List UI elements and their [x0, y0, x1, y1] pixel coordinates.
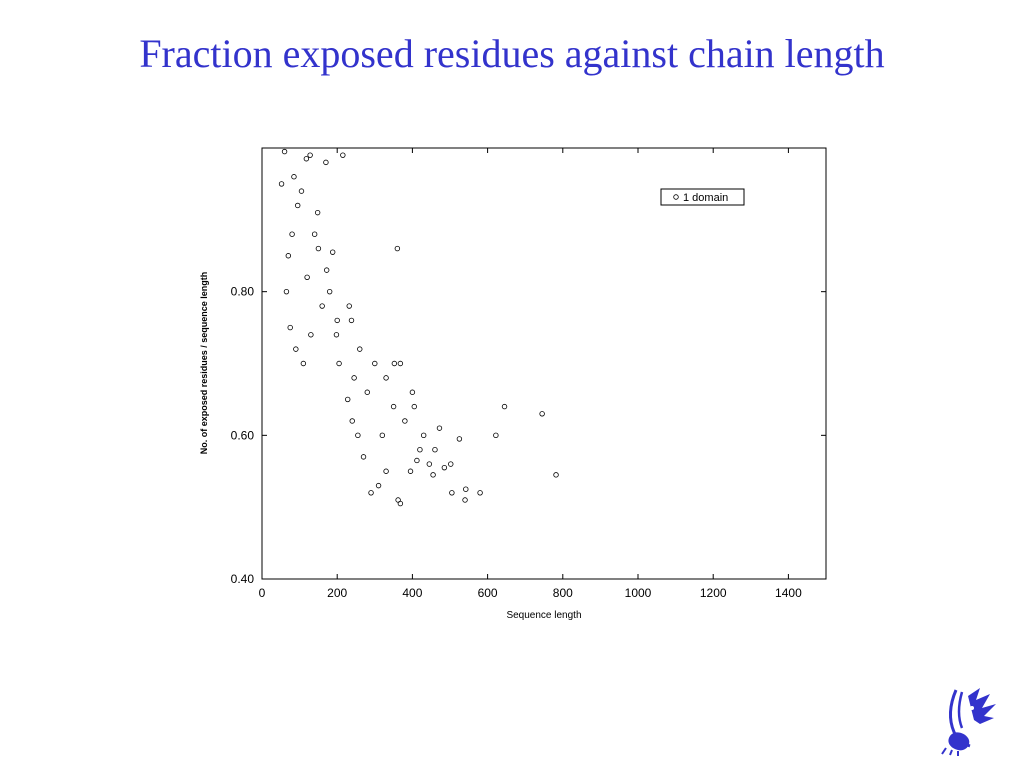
data-point [379, 432, 386, 439]
data-point [345, 396, 351, 403]
legend-box [660, 188, 745, 206]
data-point [289, 231, 295, 237]
data-point [462, 497, 468, 503]
legend-label: 1 domain [683, 192, 728, 204]
data-point [351, 375, 357, 381]
data-point [333, 332, 340, 338]
data-point [375, 482, 382, 489]
data-point [334, 317, 340, 324]
data-point [395, 497, 401, 503]
data-point [409, 389, 416, 395]
y-axis-label: No. of exposed residues / sequence lengt… [199, 272, 209, 455]
y-tick-label: 0.40 [231, 572, 255, 586]
data-point [346, 303, 352, 309]
data-point [407, 468, 414, 474]
data-point [326, 288, 333, 295]
data-point [349, 418, 355, 424]
data-point [501, 403, 508, 410]
plot-frame [261, 147, 827, 580]
data-point [293, 346, 299, 352]
data-point [311, 231, 318, 237]
data-point [449, 490, 455, 496]
x-tick-label: 0 [259, 586, 266, 600]
x-tick-label: 1000 [625, 586, 652, 600]
data-point [372, 360, 378, 367]
data-point [340, 152, 346, 158]
data-point [360, 454, 367, 460]
data-point [348, 317, 355, 324]
data-point [329, 249, 336, 255]
axis-ticks: 0 200 400 600 800 1000 1200 1400 0.40 0.60 0.80 [231, 148, 826, 600]
university-logo-icon [941, 688, 996, 756]
legend-marker [673, 194, 679, 200]
data-point [391, 360, 398, 367]
x-axis-label: Sequence length [506, 610, 581, 621]
data-point [390, 403, 397, 410]
data-point [402, 418, 408, 424]
data-point [436, 425, 443, 431]
data-point [308, 332, 314, 338]
x-tick-label: 1200 [700, 586, 727, 600]
data-point [397, 360, 404, 367]
data-point [463, 486, 469, 492]
data-point [304, 274, 310, 280]
data-point [291, 174, 297, 180]
y-tick-label: 0.80 [231, 285, 255, 299]
data-point [319, 303, 325, 309]
x-tick-label: 600 [478, 586, 498, 600]
data-point [336, 360, 342, 367]
data-point [426, 461, 433, 467]
y-tick-label: 0.60 [231, 428, 255, 442]
x-tick-label: 1400 [775, 586, 802, 600]
data-point [441, 464, 448, 471]
data-point [493, 432, 499, 439]
data-point [420, 432, 427, 439]
x-tick-label: 400 [402, 586, 422, 600]
data-point [368, 490, 374, 496]
data-point [303, 156, 310, 162]
data-point [417, 447, 423, 453]
data-point [315, 245, 322, 252]
data-point [553, 472, 559, 478]
x-tick-label: 800 [553, 586, 573, 600]
data-point [477, 490, 483, 496]
data-point [287, 324, 293, 331]
data-point [430, 472, 436, 478]
data-point [394, 245, 401, 252]
data-point [300, 360, 307, 367]
data-point [383, 468, 389, 474]
data-point [323, 267, 330, 273]
data-point [364, 389, 370, 395]
data-point [298, 188, 305, 194]
data-point [281, 148, 288, 155]
data-point [323, 159, 329, 166]
data-point [448, 461, 454, 467]
data-point [283, 288, 290, 295]
legend: 1 domain [660, 188, 745, 206]
data-point [355, 432, 361, 439]
data-point [456, 436, 463, 442]
data-point [432, 447, 438, 453]
data-point [414, 457, 420, 464]
data-point [314, 209, 321, 216]
data-point [278, 181, 285, 187]
x-tick-label: 200 [327, 586, 347, 600]
data-point [383, 375, 389, 381]
data-point [539, 411, 545, 417]
data-point [295, 202, 301, 209]
data-point [357, 346, 363, 352]
data-point [285, 253, 292, 259]
slide-title: Fraction exposed residues against chain … [139, 31, 885, 76]
data-points [278, 148, 559, 507]
data-point [307, 152, 313, 158]
data-point [411, 403, 417, 410]
